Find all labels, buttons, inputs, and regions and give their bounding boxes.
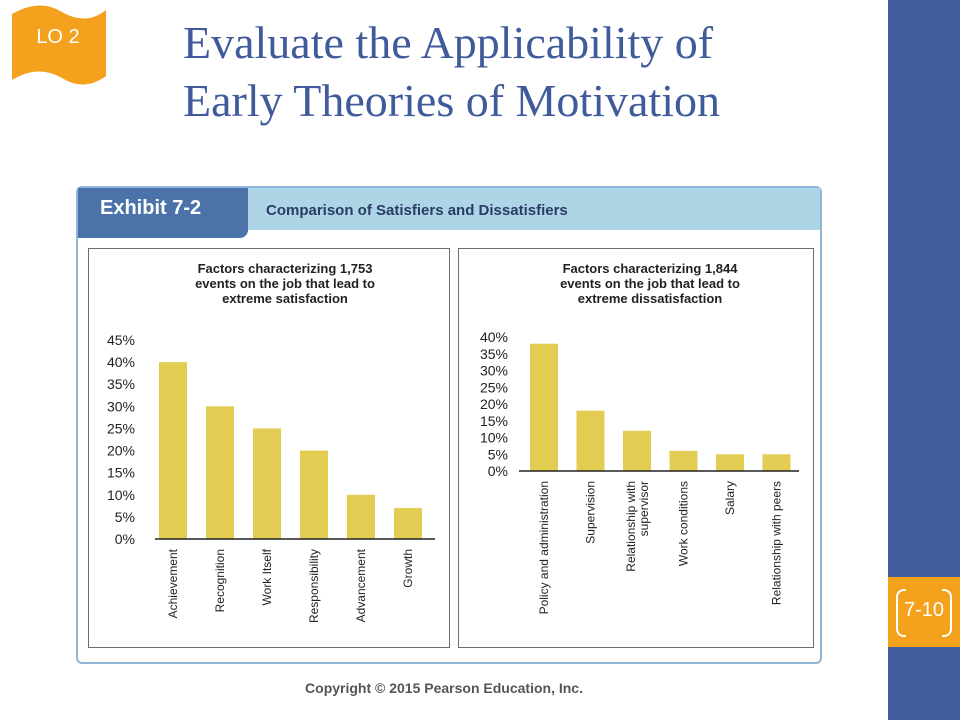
y-tick-label: 25% bbox=[107, 420, 135, 436]
y-tick-label: 10% bbox=[107, 487, 135, 503]
x-category-label: Responsibility bbox=[307, 549, 321, 623]
slide-title-line-2: Early Theories of Motivation bbox=[183, 75, 720, 126]
satisfiers-chart-panel: Factors characterizing 1,753 events on th… bbox=[88, 248, 450, 648]
bar bbox=[394, 508, 422, 539]
right-brace-icon bbox=[942, 589, 952, 637]
bar bbox=[576, 410, 605, 471]
y-tick-label: 20% bbox=[480, 396, 508, 412]
x-category-label-line: Growth bbox=[401, 549, 415, 588]
x-category-label-line: Relationship with bbox=[624, 481, 638, 572]
x-category-label-line: Recognition bbox=[213, 549, 227, 612]
y-tick-label: 0% bbox=[488, 463, 508, 479]
x-category-label-line: Relationship with peers bbox=[770, 481, 784, 605]
bar bbox=[159, 362, 187, 539]
x-category-label-line: Supervision bbox=[584, 481, 598, 544]
chart-title-line: extreme satisfaction bbox=[222, 291, 348, 306]
x-category-label-line: Responsibility bbox=[307, 549, 321, 623]
x-category-label: Recognition bbox=[213, 549, 227, 612]
y-tick-label: 5% bbox=[115, 509, 135, 525]
x-category-label: Relationship with peers bbox=[770, 481, 784, 605]
x-category-label: Supervision bbox=[584, 481, 598, 544]
x-category-label: Achievement bbox=[166, 548, 180, 618]
bar bbox=[300, 450, 328, 539]
bar bbox=[206, 406, 234, 539]
exhibit-box: Exhibit 7-2 Comparison of Satisfiers and… bbox=[76, 186, 822, 664]
y-tick-label: 30% bbox=[480, 363, 508, 379]
x-category-label-line: Achievement bbox=[166, 548, 180, 618]
bar bbox=[716, 454, 744, 471]
x-category-label-line: Work conditions bbox=[677, 481, 691, 566]
y-tick-label: 30% bbox=[107, 398, 135, 414]
y-tick-label: 40% bbox=[480, 329, 508, 345]
bar bbox=[669, 450, 698, 471]
x-category-label: Salary bbox=[723, 481, 737, 515]
x-category-label: Advancement bbox=[354, 548, 368, 622]
dissatisfiers-chart-panel: Factors characterizing 1,844 events on th… bbox=[458, 248, 814, 648]
x-category-label: Growth bbox=[401, 549, 415, 588]
exhibit-label: Exhibit 7-2 bbox=[100, 197, 202, 219]
exhibit-tab: Exhibit 7-2 bbox=[78, 188, 248, 238]
x-category-label: Policy and administration bbox=[537, 481, 551, 614]
x-category-label-line: Advancement bbox=[354, 548, 368, 622]
y-tick-label: 25% bbox=[480, 379, 508, 395]
chart-title-line: events on the job that lead to bbox=[560, 276, 740, 291]
y-tick-label: 35% bbox=[107, 376, 135, 392]
y-tick-label: 0% bbox=[115, 531, 135, 547]
chart-title-line: Factors characterizing 1,844 bbox=[563, 261, 739, 276]
bar bbox=[762, 454, 791, 471]
page-number-badge: 7-10 bbox=[888, 577, 960, 647]
copyright-notice: Copyright © 2015 Pearson Education, Inc. bbox=[305, 680, 583, 696]
bar bbox=[347, 494, 375, 539]
page-number: 7-10 bbox=[903, 599, 945, 621]
y-tick-label: 20% bbox=[107, 443, 135, 459]
y-tick-label: 45% bbox=[107, 332, 135, 348]
x-category-label: Work Itself bbox=[260, 548, 274, 605]
y-tick-label: 15% bbox=[480, 413, 508, 429]
lo-badge: LO 2 bbox=[10, 0, 110, 97]
x-category-label-line: Salary bbox=[723, 481, 737, 515]
bar bbox=[253, 428, 281, 539]
x-category-label-line: Policy and administration bbox=[537, 481, 551, 614]
bar bbox=[623, 430, 651, 471]
lo-badge-shape bbox=[12, 5, 106, 85]
lo-badge-background bbox=[12, 5, 106, 85]
lo-label: LO 2 bbox=[36, 26, 80, 48]
y-tick-label: 15% bbox=[107, 465, 135, 481]
y-tick-label: 5% bbox=[488, 446, 508, 462]
y-tick-label: 10% bbox=[480, 430, 508, 446]
x-category-label-line: Work Itself bbox=[260, 548, 274, 605]
chart-title-line: Factors characterizing 1,753 bbox=[198, 261, 373, 276]
chart-title-line: events on the job that lead to bbox=[195, 276, 375, 291]
x-category-label: Relationship withsupervisor bbox=[624, 481, 651, 572]
x-category-label: Work conditions bbox=[677, 481, 691, 566]
slide-title-line-1: Evaluate the Applicability of bbox=[183, 17, 714, 68]
chart-title-line: extreme dissatisfaction bbox=[578, 291, 723, 306]
y-tick-label: 40% bbox=[107, 354, 135, 370]
slide-title: Evaluate the Applicability of Early Theo… bbox=[183, 14, 873, 130]
y-tick-label: 35% bbox=[480, 346, 508, 362]
bar bbox=[530, 343, 558, 471]
x-category-label-line: supervisor bbox=[637, 481, 651, 536]
exhibit-title: Comparison of Satisfiers and Dissatisfie… bbox=[266, 202, 568, 219]
left-brace-icon bbox=[896, 589, 906, 637]
